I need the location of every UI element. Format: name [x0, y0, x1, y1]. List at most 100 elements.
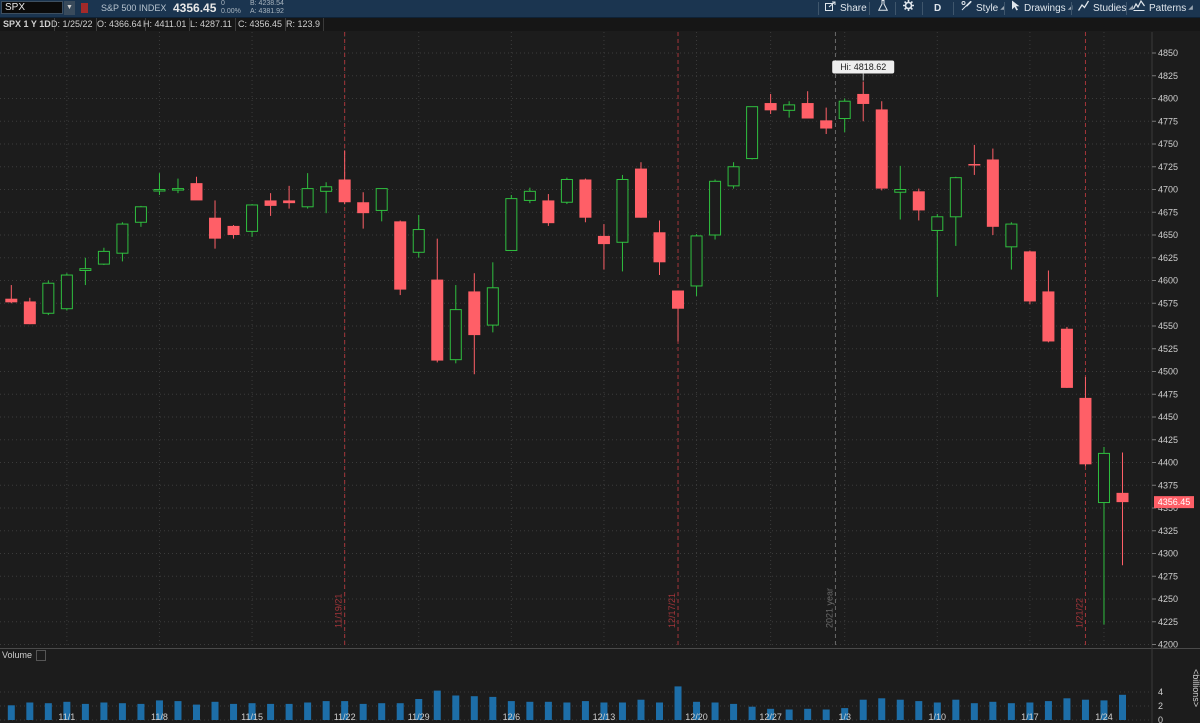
candle-body	[764, 103, 777, 111]
candle[interactable]	[375, 188, 388, 222]
candle[interactable]	[116, 222, 129, 262]
candle[interactable]	[283, 185, 296, 209]
candle[interactable]	[264, 193, 277, 216]
candle[interactable]	[320, 182, 333, 214]
candle[interactable]	[246, 204, 259, 237]
candle[interactable]	[412, 214, 425, 258]
candle[interactable]	[1042, 270, 1055, 343]
candle[interactable]	[709, 179, 722, 240]
volume-bar	[1063, 698, 1071, 720]
candle[interactable]	[875, 101, 888, 191]
candle[interactable]	[986, 148, 999, 235]
studies-button[interactable]: Studies ◢	[1077, 0, 1133, 17]
candle[interactable]	[1097, 447, 1110, 625]
candle[interactable]	[1060, 326, 1073, 388]
candle[interactable]	[523, 187, 536, 204]
settings-button[interactable]	[903, 0, 918, 17]
candle[interactable]	[801, 91, 814, 119]
candle[interactable]	[357, 192, 370, 229]
candle-body	[246, 204, 259, 232]
volume-chart[interactable]: 0 2 4 11/1 11/8 11/15 11/22 11/29 12/6 12/13 12/2…	[0, 648, 1200, 723]
candle[interactable]	[690, 234, 703, 296]
candle[interactable]	[1079, 376, 1092, 467]
candle[interactable]	[820, 107, 833, 134]
volume-bar	[1100, 700, 1108, 720]
candle[interactable]	[60, 273, 73, 311]
flask-button[interactable]	[877, 0, 892, 17]
candle[interactable]	[746, 106, 759, 160]
candle[interactable]	[42, 280, 55, 316]
symbol-link-flag-icon[interactable]	[81, 3, 88, 13]
candle[interactable]	[912, 188, 925, 221]
aggregation-period-button[interactable]: D	[934, 0, 941, 17]
date-tick-label: 1/24	[1095, 712, 1113, 722]
candle[interactable]	[560, 177, 573, 205]
candle[interactable]	[542, 194, 555, 226]
candle[interactable]	[894, 165, 907, 220]
candle[interactable]	[931, 214, 944, 297]
candle-body	[597, 235, 610, 245]
candle[interactable]	[486, 262, 499, 333]
date-tick-label: 12/13	[593, 712, 616, 722]
candle[interactable]	[968, 144, 981, 175]
price-tick-label: 4625	[1158, 253, 1178, 263]
high-marker-box	[832, 60, 895, 74]
candle[interactable]	[338, 150, 351, 205]
toolbar-separator	[1071, 2, 1072, 15]
price-chart[interactable]: 11/19/21 12/17/21 2021 year 1/21/22 4200 422…	[0, 32, 1200, 648]
candle[interactable]	[727, 162, 740, 189]
candle-body	[116, 223, 129, 254]
candle[interactable]	[838, 98, 851, 133]
candles[interactable]	[5, 81, 1129, 625]
price-plot-area[interactable]	[0, 32, 1152, 648]
candle[interactable]	[394, 220, 407, 296]
candle[interactable]	[301, 173, 314, 209]
candle-body	[616, 178, 629, 243]
patterns-button[interactable]: Patterns ◢	[1132, 0, 1193, 17]
candle[interactable]	[672, 290, 685, 342]
style-button[interactable]: Style ◢	[961, 0, 1005, 17]
candle[interactable]	[634, 162, 647, 218]
candle[interactable]	[949, 176, 962, 246]
candle[interactable]	[209, 200, 222, 249]
chart-period-label: SPX 1 Y 1D	[0, 18, 55, 31]
candle[interactable]	[79, 257, 92, 286]
candle-body	[468, 291, 481, 336]
volume-pane-label[interactable]: Volume	[2, 650, 33, 660]
candle[interactable]	[1116, 452, 1129, 566]
candle-body	[171, 188, 184, 191]
candle[interactable]	[468, 273, 481, 375]
candle[interactable]	[23, 297, 36, 325]
candle-body	[653, 232, 666, 263]
share-button[interactable]: Share	[825, 0, 867, 17]
candle[interactable]	[597, 224, 610, 270]
candle[interactable]	[783, 101, 796, 118]
candle[interactable]	[579, 178, 592, 223]
candle[interactable]	[857, 81, 870, 122]
candle[interactable]	[764, 93, 777, 114]
candle[interactable]	[190, 176, 203, 201]
candle[interactable]	[227, 224, 240, 239]
candle[interactable]	[505, 194, 518, 251]
candle[interactable]	[153, 173, 166, 195]
candle[interactable]	[134, 205, 147, 227]
candle[interactable]	[1023, 250, 1036, 305]
drawings-button[interactable]: Drawings ◢	[1011, 0, 1072, 17]
price-tick-label: 4300	[1158, 549, 1178, 559]
symbol-dropdown-button[interactable]: ▼	[64, 1, 75, 15]
price-axis-area[interactable]	[1152, 32, 1200, 648]
candle[interactable]	[97, 247, 110, 266]
candle[interactable]	[653, 220, 666, 276]
candle[interactable]	[5, 285, 18, 304]
candle[interactable]	[171, 178, 184, 194]
volume-unit-label: <billions>	[1191, 669, 1200, 707]
last-price: 4356.45	[173, 1, 217, 15]
symbol-input[interactable]	[1, 1, 63, 14]
candle[interactable]	[431, 238, 444, 363]
candle[interactable]	[449, 285, 462, 364]
candle-body	[634, 168, 647, 218]
candle[interactable]	[1005, 222, 1018, 270]
volume-settings-box[interactable]	[36, 650, 46, 661]
candle-body	[301, 188, 314, 208]
candle[interactable]	[616, 174, 629, 272]
